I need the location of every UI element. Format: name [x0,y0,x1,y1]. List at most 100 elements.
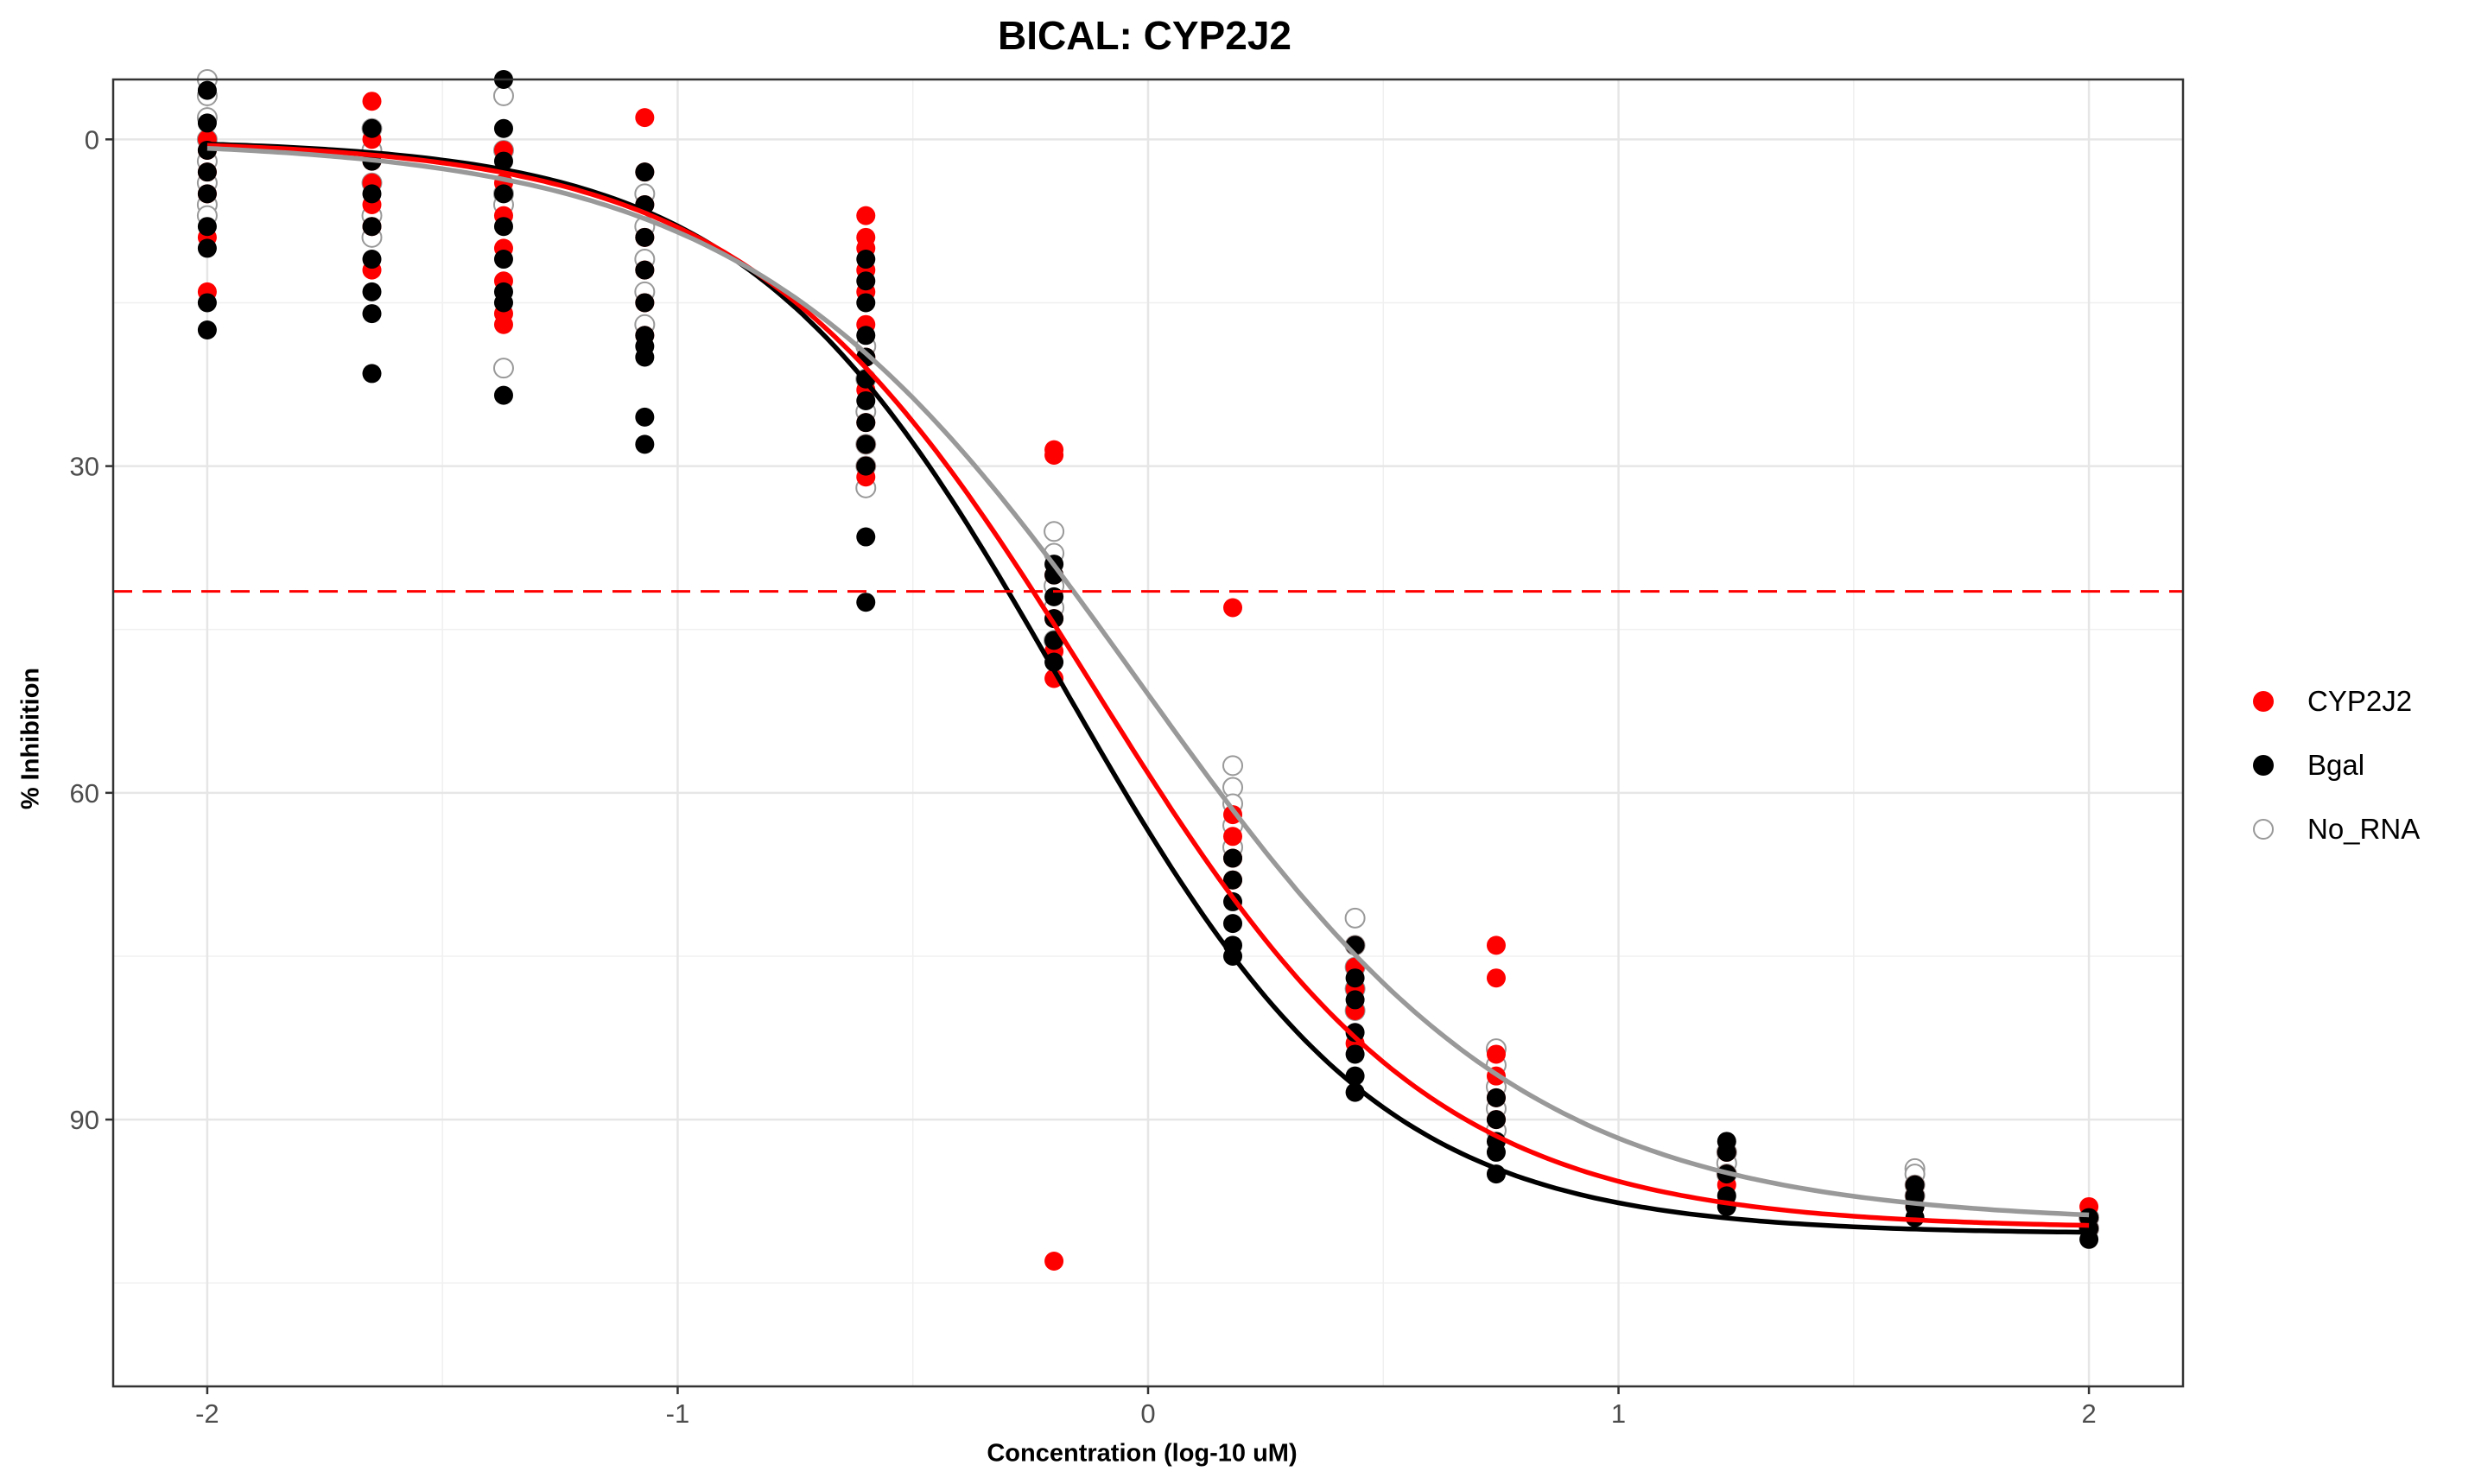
data-point-bgal [856,293,876,313]
data-point-cyp2j2 [493,314,513,334]
x-axis-title: Concentration (log-10 uM) [987,1439,1298,1468]
legend-marker [2253,819,2274,840]
data-point-cyp2j2 [1486,935,1506,955]
fit-curve-no-rna [206,145,2090,1218]
data-point-bgal [362,250,382,270]
legend-item-bgal: Bgal [2250,733,2420,797]
data-point-cyp2j2 [1486,1044,1506,1064]
legend-marker [2253,755,2274,776]
y-axis-ticks: 0 30 60 90 [70,124,113,1135]
y-tick-label: 30 [70,452,99,482]
data-point-bgal [197,184,217,204]
legend-label: CYP2J2 [2307,685,2413,717]
fit-curves [206,142,2090,1235]
data-points [196,69,2100,1272]
x-tick-label: 2 [2081,1398,2096,1429]
data-point-bgal [635,407,655,427]
legend-key [2250,752,2276,778]
data-point-cyp2j2 [1044,445,1064,465]
data-point-no-rna [1222,755,1244,777]
legend-marker [2253,691,2274,712]
data-point-bgal [856,390,876,410]
data-point-bgal [856,527,876,547]
data-point-bgal [635,293,655,313]
data-point-no-rna [1344,907,1366,929]
data-point-bgal [493,151,513,171]
data-point-bgal [856,326,876,346]
y-tick-label: 90 [70,1105,99,1135]
data-point-bgal [1345,990,1365,1010]
data-point-bgal [197,238,217,258]
data-point-bgal [1223,870,1243,890]
data-point-bgal [362,282,382,301]
data-point-bgal [1345,1044,1365,1064]
data-point-bgal [493,184,513,204]
y-axis-title: % Inhibition [16,667,45,810]
data-point-bgal [493,118,513,138]
data-point-bgal [493,250,513,270]
data-point-bgal [493,217,513,237]
data-point-bgal [197,320,217,339]
legend-item-cyp2j2: CYP2J2 [2250,669,2420,733]
data-point-cyp2j2 [1044,1252,1064,1272]
fit-curve-cyp2j2 [206,143,2090,1228]
legend-key [2250,688,2276,714]
data-point-bgal [635,434,655,454]
data-point-no-rna [492,358,514,379]
data-point-bgal [362,304,382,324]
data-point-bgal [856,593,876,612]
data-point-bgal [635,227,655,247]
x-tick-label: -2 [195,1398,219,1429]
data-point-bgal [1223,914,1243,934]
data-point-bgal [1717,1142,1736,1162]
data-point-bgal [1345,1023,1365,1043]
data-point-cyp2j2 [1486,968,1506,988]
data-point-bgal [362,118,382,138]
data-point-bgal [856,271,876,291]
chart-title: BICAL: CYP2J2 [998,13,1291,58]
data-point-cyp2j2 [635,108,655,128]
data-point-bgal [362,217,382,237]
data-point-bgal [197,217,217,237]
data-point-bgal [1486,1142,1506,1162]
x-tick-label: 0 [1140,1398,1155,1429]
data-point-bgal [635,347,655,367]
data-point-bgal [856,434,876,454]
data-point-bgal [197,80,217,100]
legend-key [2250,816,2276,842]
legend-item-no-rna: No_RNA [2250,797,2420,861]
x-tick-label: -1 [666,1398,690,1429]
data-point-bgal [856,456,876,476]
data-point-no-rna [1044,521,1065,542]
data-point-cyp2j2 [362,92,382,111]
data-point-bgal [493,385,513,405]
data-point-bgal [635,162,655,182]
data-point-cyp2j2 [1223,827,1243,847]
data-point-bgal [197,293,217,313]
legend: CYP2J2 Bgal No_RNA [2250,669,2420,861]
legend-label: Bgal [2307,749,2365,781]
x-tick-label: 1 [1611,1398,1626,1429]
x-axis-ticks: -2 -1 0 1 2 [195,1386,2097,1429]
data-point-bgal [856,413,876,433]
data-point-bgal [1486,1110,1506,1130]
fit-curve-bgal [206,142,2090,1235]
legend-label: No_RNA [2307,813,2421,845]
data-point-cyp2j2 [1223,598,1243,618]
y-tick-label: 60 [70,778,99,809]
data-point-bgal [197,113,217,133]
data-point-bgal [1345,968,1365,988]
data-point-bgal [362,184,382,204]
data-point-bgal [362,364,382,384]
data-point-cyp2j2 [856,206,876,225]
y-tick-label: 0 [85,124,99,155]
data-point-bgal [1223,848,1243,868]
data-point-no-rna [492,85,514,106]
grid-major [113,79,2183,1386]
data-point-bgal [856,250,876,270]
data-point-bgal [1486,1088,1506,1107]
data-point-bgal [493,293,513,313]
data-point-bgal [635,260,655,280]
data-point-bgal [197,162,217,182]
